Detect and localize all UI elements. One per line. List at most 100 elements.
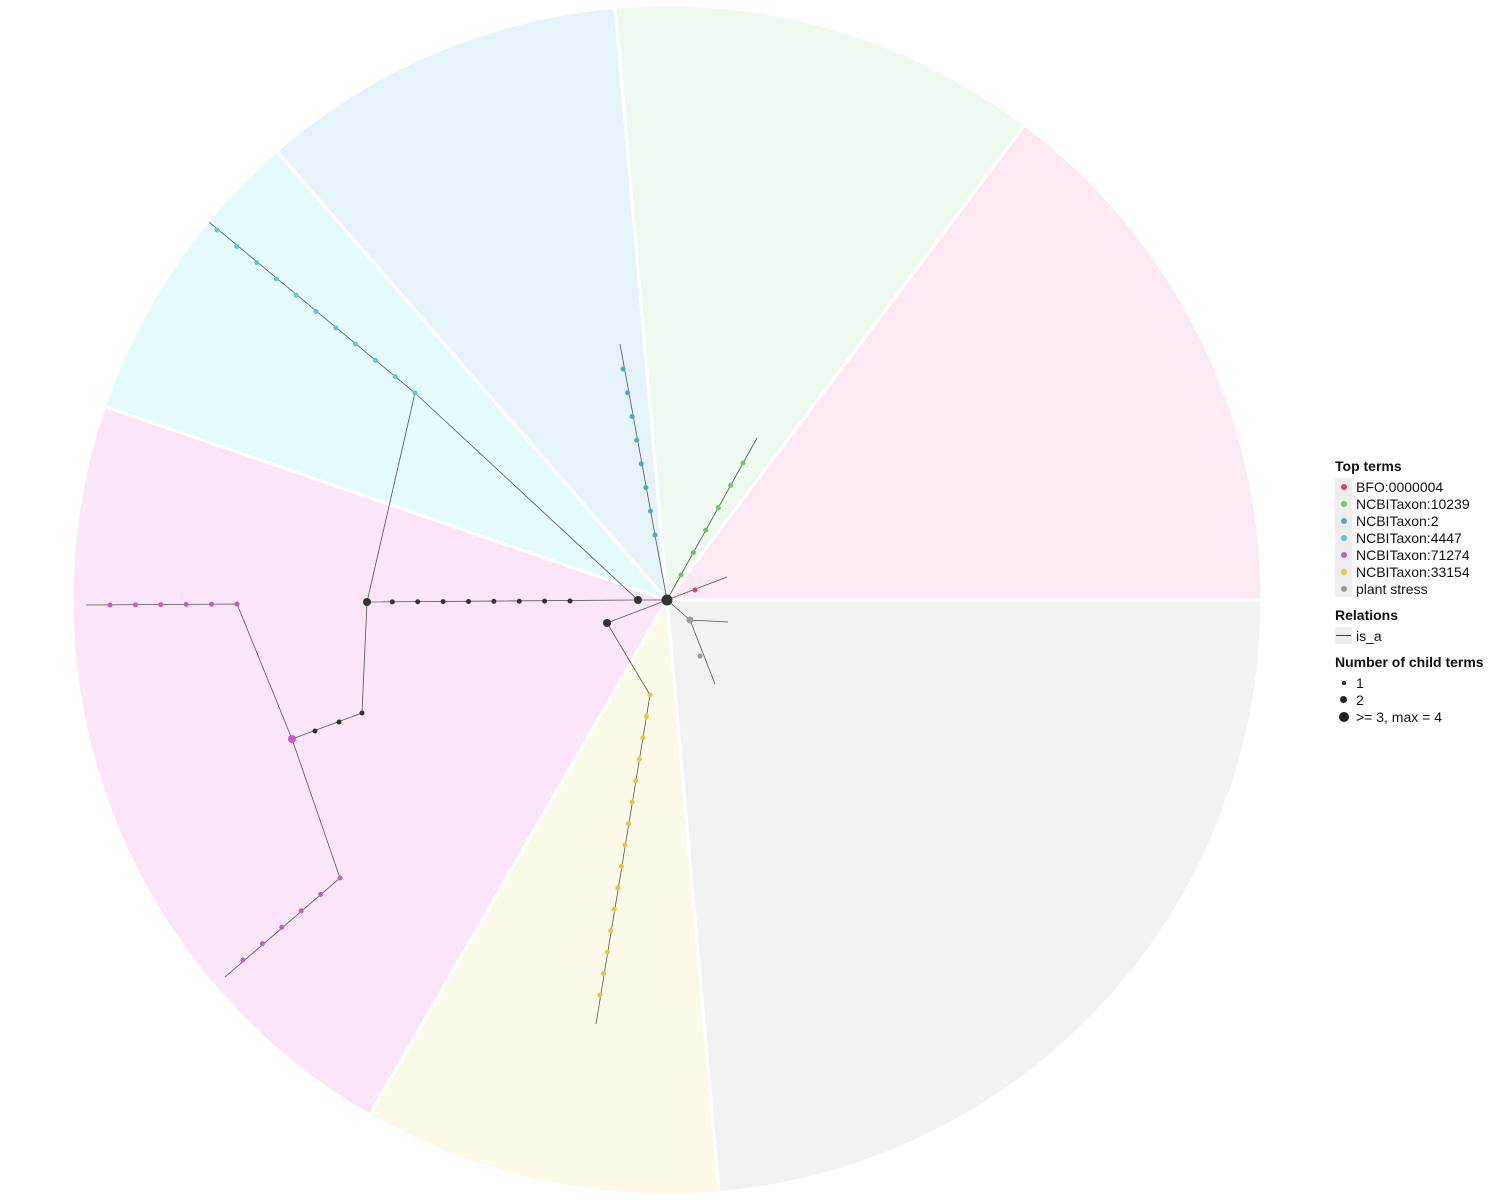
edge-link-4447 [366,392,416,603]
tree-node [703,527,709,533]
tree-node [643,713,649,719]
tree-node [466,599,471,604]
tree-node [715,505,721,511]
tree-node [333,325,339,331]
tree-node [608,928,614,934]
tree-node [259,941,265,947]
tree-node-hub [634,596,642,604]
tree-node [625,390,631,396]
legend-item-top-term: NCBITaxon:2 [1335,512,1484,529]
tree-node [415,599,421,605]
tree-node [158,602,164,608]
dot-icon [1335,708,1352,725]
dot-icon [1335,674,1352,691]
tree-node [389,599,395,605]
tree-node [240,957,246,963]
legend-relations-title: Relations [1335,607,1399,623]
sector-ncbitaxon-10239 [613,3,1028,605]
tree-node [234,601,240,607]
tree-node [254,260,260,266]
tree-node [652,532,658,538]
legend-label-child-terms: >= 3, max = 4 [1356,708,1442,725]
legend-item-top-term: NCBITaxon:10239 [1335,495,1484,512]
dot-icon [1335,563,1352,580]
legend: Top terms BFO:0000004 NCBITaxon:10239 NCBI… [1335,458,1484,735]
legend-item-top-term: NCBITaxon:71274 [1335,546,1484,563]
legend-label-child-terms: 1 [1356,674,1364,691]
legend-label-top-term: NCBITaxon:71274 [1356,546,1470,563]
tree-node [620,366,626,372]
tree-node [234,243,240,249]
tree-node [392,374,398,380]
tree-node [647,508,653,514]
tree-node [643,485,649,491]
tree-node [337,875,343,881]
tree-node-hub [603,619,611,627]
tree-node [647,692,653,698]
sector-ncbitaxon-2 [274,5,669,605]
sector-ncbitaxon-4447 [102,148,672,604]
tree-node [629,413,635,419]
dot-icon [1335,580,1352,597]
dot-icon [1335,512,1352,529]
dot-icon [1335,478,1352,495]
tree-node [183,601,189,607]
tree-node [336,719,342,725]
legend-item-child-terms: 2 [1335,691,1484,708]
legend-item-top-term: BFO:0000004 [1335,478,1484,495]
tree-node [298,908,304,914]
tree-node [622,842,628,848]
legend-label-top-term: NCBITaxon:4447 [1356,529,1462,546]
tree-node [132,602,138,608]
legend-item-top-term: NCBITaxon:4447 [1335,529,1484,546]
legend-item-is-a: is_a [1335,627,1484,644]
legend-label-top-term: NCBITaxon:10239 [1356,495,1470,512]
tree-node [633,778,639,784]
tree-node [601,971,607,977]
legend-relations: Relations is_a [1335,607,1484,644]
tree-node [629,799,635,805]
tree-node [597,992,603,998]
tree-node [626,821,632,827]
line-icon [1335,627,1352,644]
tree-node [686,616,694,624]
tree-node [353,341,359,347]
tree-node [313,309,319,314]
tree-node [516,598,522,604]
tree-node [604,949,610,955]
tree-node-root [661,594,673,606]
tree-node [740,460,746,466]
legend-item-child-terms: 1 [1335,674,1484,691]
tree-node [412,390,418,396]
tree-node [690,550,696,556]
legend-label-is-a: is_a [1356,627,1382,644]
tree-node [214,227,220,233]
edge-branch-33154 [595,694,651,1025]
legend-item-top-term: plant stress [1335,580,1484,597]
legend-top-terms: Top terms BFO:0000004 NCBITaxon:10239 NCBI… [1335,458,1484,597]
dot-icon [1335,546,1352,563]
tree-node [692,587,698,593]
legend-label-top-term: NCBITaxon:33154 [1356,563,1470,580]
tree-node [312,728,318,734]
tree-node [318,891,324,897]
tree-node [567,598,573,604]
tree-node [273,276,279,282]
sector-ncbitaxon-33154 [367,595,721,1197]
edge-plant-stress-2 [689,619,716,685]
dot-icon [1335,529,1352,546]
tree-node [728,482,734,488]
legend-child-terms-title: Number of child terms [1335,654,1484,670]
sector-ncbitaxon-71274 [70,404,670,1118]
legend-item-child-terms: >= 3, max = 4 [1335,708,1484,725]
tree-node [491,598,497,604]
legend-label-top-term: NCBITaxon:2 [1356,512,1439,529]
tree-node [697,653,703,659]
tree-node [636,756,642,762]
legend-label-top-term: BFO:0000004 [1356,478,1444,495]
tree-node [611,906,617,912]
tree-node-hub [363,598,371,606]
tree-node [618,863,624,869]
tree-node [634,437,640,443]
